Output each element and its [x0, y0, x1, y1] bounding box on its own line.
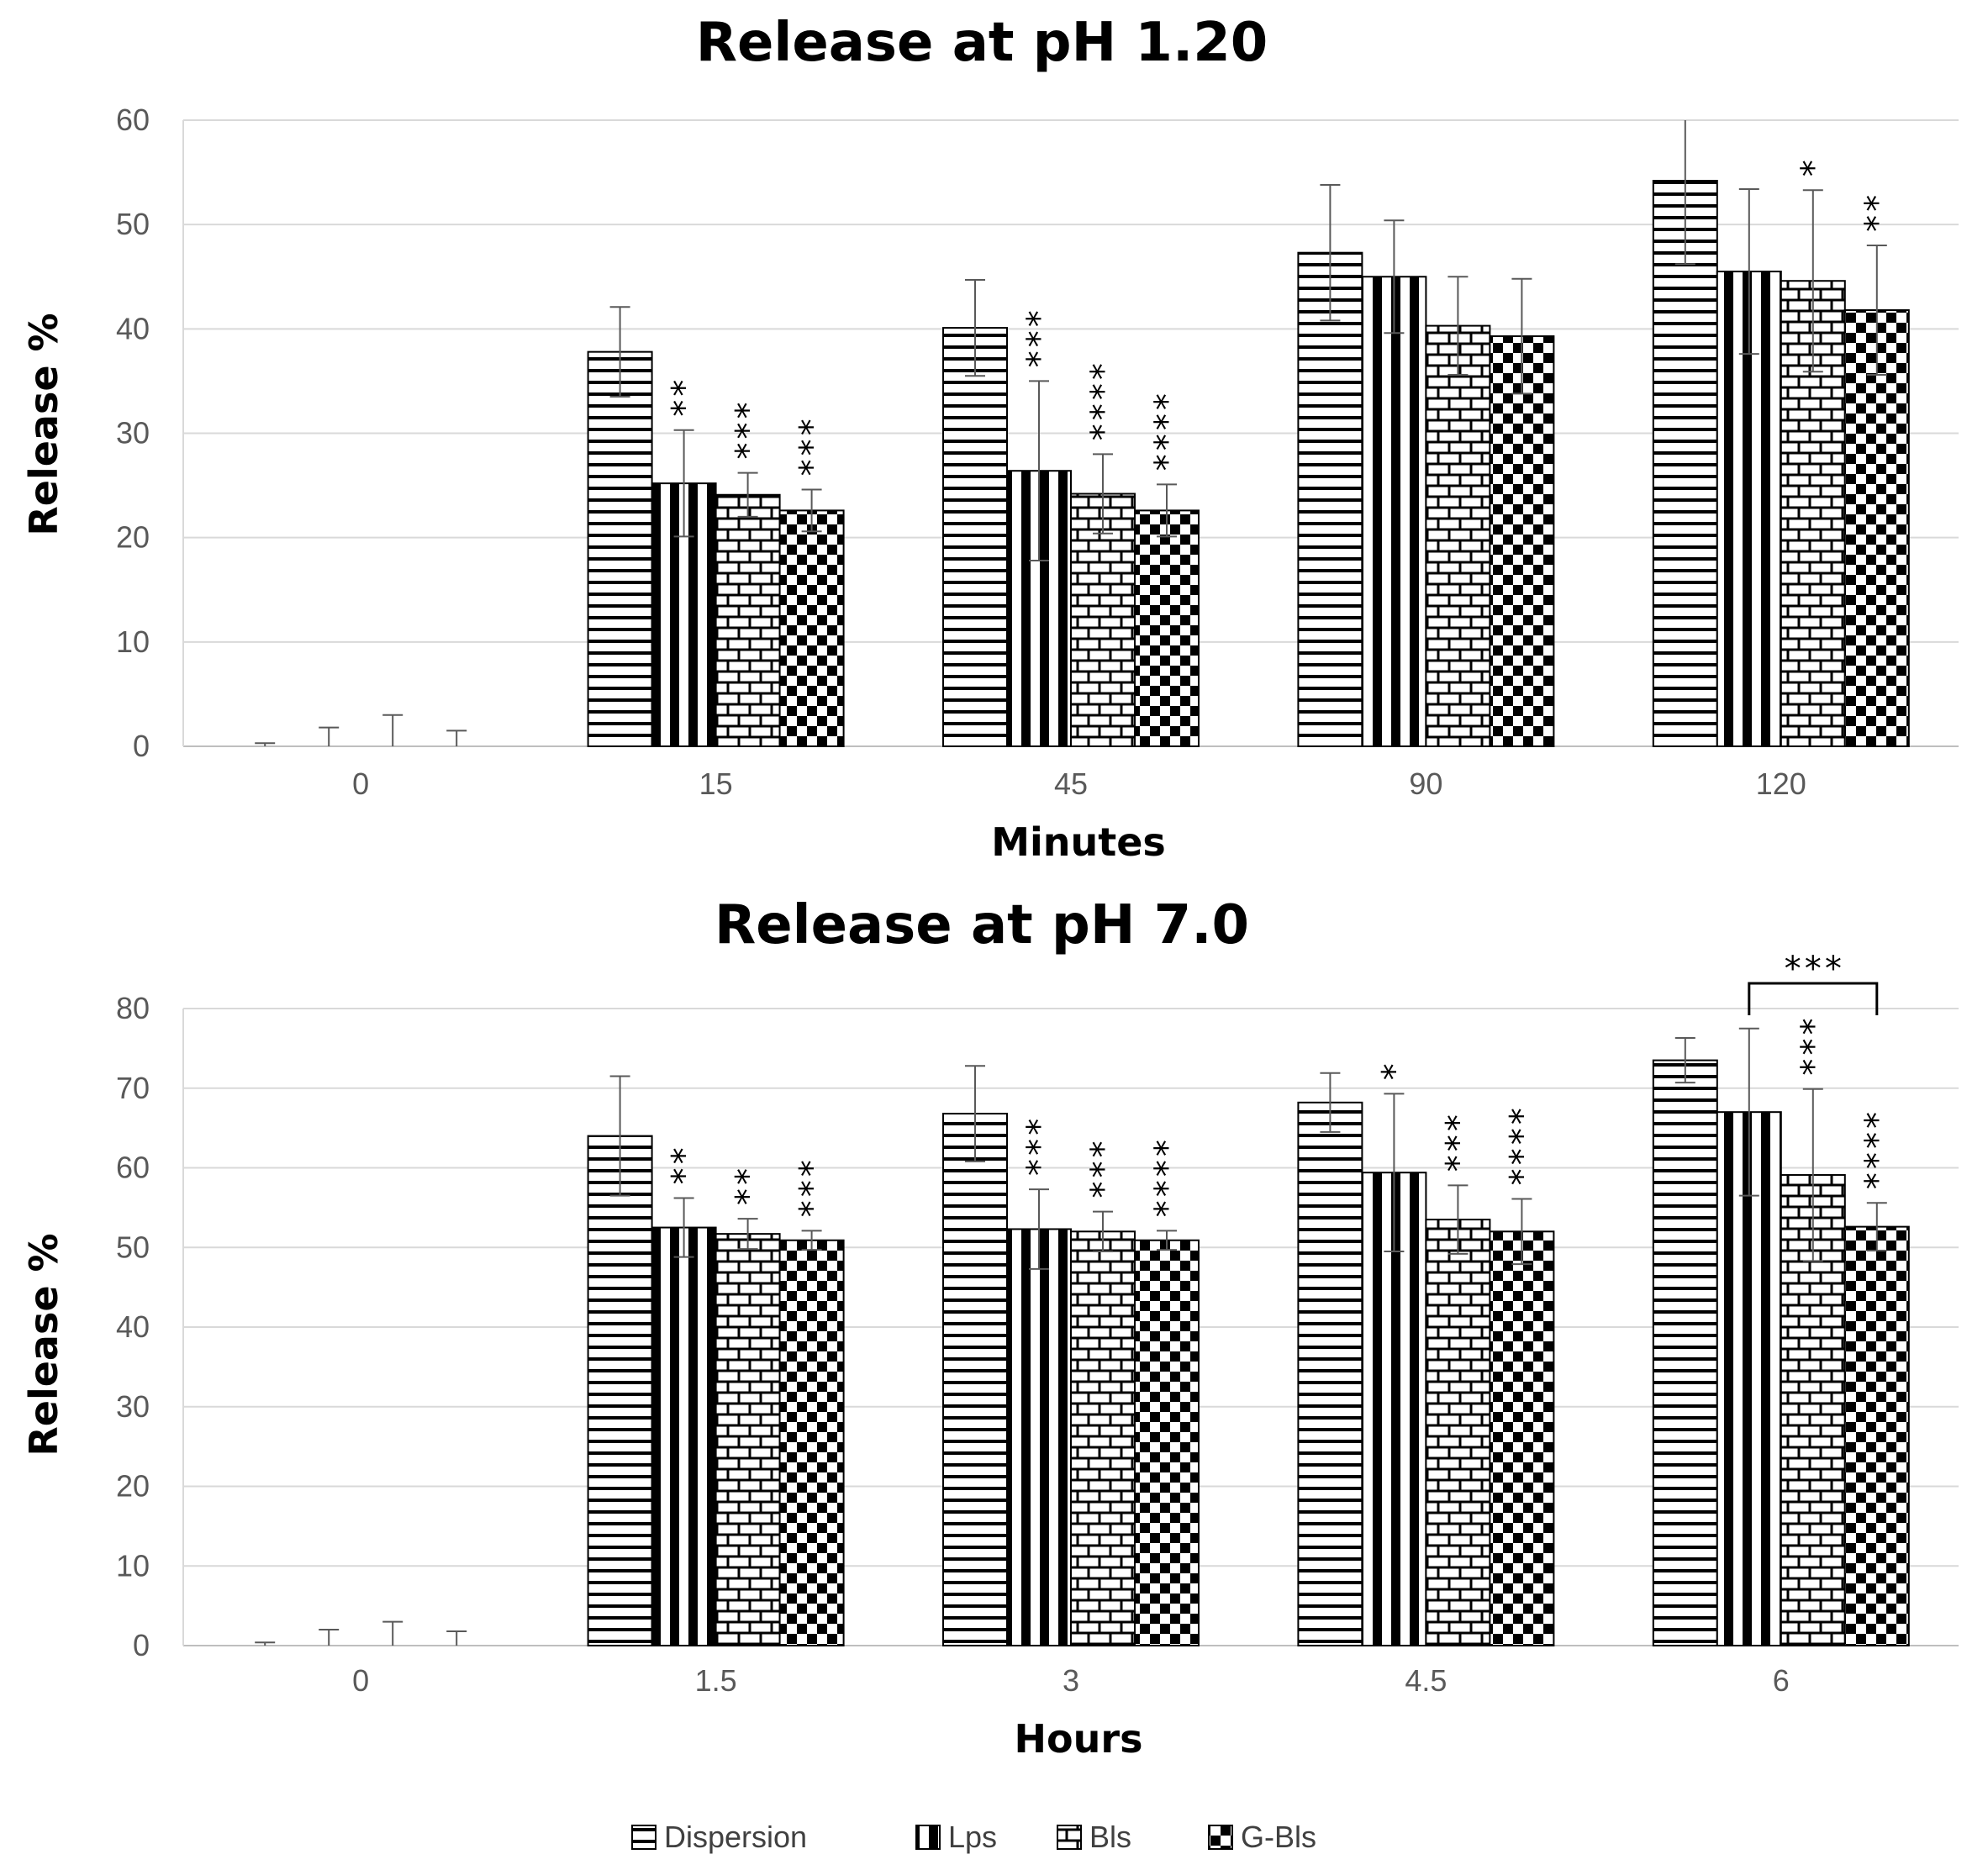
- chart-1-bar-g-bls: [1843, 308, 1910, 747]
- chart-2-x-tick-label: 0: [352, 1663, 369, 1698]
- chart-2-significance-g-bls: ***: [794, 1158, 832, 1219]
- chart-1-y-tick-label: 10: [116, 624, 150, 659]
- chart-2-significance-bls: ***: [1439, 1113, 1478, 1173]
- legend-item-dispersion[interactable]: Dispersion: [631, 1820, 807, 1854]
- chart-2-bar-g-bls: [1843, 1225, 1910, 1646]
- chart-1-y-tick-label: 0: [133, 729, 150, 763]
- chart-1-y-tick-label: 30: [116, 416, 150, 450]
- chart-2-y-tick-label: 20: [116, 1469, 150, 1504]
- chart-2-significance-g-bls: ****: [1148, 1138, 1187, 1219]
- chart-1-bar-g-bls: [1134, 509, 1200, 748]
- legend-label-g-bls: G-Bls: [1241, 1820, 1316, 1854]
- chart-1-y-tick-label: 50: [116, 207, 150, 241]
- chart-2-bar-bls: [1070, 1230, 1136, 1647]
- chart-1-x-axis-title: Minutes: [991, 819, 1166, 865]
- chart-1-significance-bls: ***: [730, 400, 768, 461]
- chart-2-significance-bls: **: [730, 1167, 768, 1207]
- legend-item-bls[interactable]: Bls: [1057, 1820, 1131, 1854]
- legend-item-g-bls[interactable]: G-Bls: [1208, 1820, 1316, 1854]
- chart-2-x-tick-label: 6: [1773, 1663, 1790, 1698]
- legend-swatch-bls: [1057, 1825, 1082, 1850]
- legend-label-lps: Lps: [948, 1820, 997, 1854]
- chart-2-significance-g-bls: ****: [1859, 1110, 1897, 1191]
- chart-1-bar-dispersion: [1652, 180, 1718, 747]
- chart-1-bar-g-bls: [778, 509, 845, 748]
- chart-1-y-axis-title: Release %: [21, 313, 66, 535]
- chart-2-bar-g-bls: [778, 1239, 845, 1647]
- chart-1-bar-bls: [715, 493, 781, 748]
- chart-2-bar-dispersion: [942, 1113, 1008, 1646]
- chart-1-bar-dispersion: [1297, 251, 1363, 748]
- chart-1-x-tick-label: 0: [352, 766, 369, 801]
- chart-2-x-tick-label: 3: [1063, 1663, 1079, 1698]
- chart-2-bar-dispersion: [1297, 1101, 1363, 1647]
- chart-2-y-tick-label: 0: [133, 1628, 150, 1662]
- chart-1-bar-dispersion: [942, 327, 1008, 747]
- legend-item-lps[interactable]: Lps: [915, 1820, 997, 1854]
- chart-1-x-tick-label: 45: [1054, 766, 1088, 801]
- chart-2-title: Release at pH 7.0: [715, 894, 1249, 956]
- chart-2-bar-lps: [1006, 1228, 1072, 1647]
- chart-2-y-tick-label: 10: [116, 1548, 150, 1583]
- chart-1-significance-bls: *: [1795, 158, 1833, 178]
- chart-2-significance-lps: *: [1375, 1061, 1414, 1082]
- chart-1-y-tick-label: 60: [116, 103, 150, 137]
- chart-1-significance-lps: **: [666, 378, 704, 419]
- chart-1-x-tick-label: 120: [1756, 766, 1806, 801]
- chart-1-significance-lps: ***: [1020, 308, 1059, 369]
- chart-1-significance-g-bls: **: [1859, 193, 1897, 234]
- chart-1-significance-g-bls: ****: [1148, 392, 1187, 472]
- chart-2-x-axis-title: Hours: [1015, 1716, 1143, 1762]
- legend-label-dispersion: Dispersion: [664, 1820, 807, 1854]
- chart-2-bar-lps: [1716, 1111, 1782, 1647]
- chart-2-x-tick-label: 4.5: [1405, 1663, 1447, 1698]
- chart-2-bar-g-bls: [1134, 1239, 1200, 1647]
- chart-2-y-tick-label: 60: [116, 1151, 150, 1185]
- chart-1-bar-bls: [1425, 324, 1491, 747]
- chart-2-bar-dispersion: [1652, 1059, 1718, 1646]
- chart-2-significance-lps: ***: [1020, 1117, 1059, 1177]
- chart-2-bar-bls: [715, 1233, 781, 1646]
- chart-1-title: Release at pH 1.20: [696, 12, 1268, 74]
- legend-label-bls: Bls: [1089, 1820, 1131, 1854]
- legend-swatch-g-bls: [1208, 1825, 1233, 1850]
- chart-2-y-tick-label: 30: [116, 1389, 150, 1424]
- chart-2-bracket-label: ***: [1783, 950, 1843, 988]
- chart-1-bar-g-bls: [1489, 335, 1555, 747]
- chart-2-bar-bls: [1425, 1219, 1491, 1647]
- chart-1-y-tick-label: 20: [116, 520, 150, 555]
- chart-1-bar-dispersion: [587, 350, 653, 747]
- chart-2-significance-bls: ***: [1084, 1139, 1123, 1199]
- chart-2-y-tick-label: 40: [116, 1309, 150, 1344]
- chart-1-significance-bls: ****: [1084, 361, 1123, 442]
- legend-swatch-lps: [915, 1825, 941, 1850]
- chart-2-significance-bls: ***: [1795, 1016, 1833, 1077]
- chart-1-x-tick-label: 15: [699, 766, 733, 801]
- chart-2-bar-dispersion: [587, 1135, 653, 1646]
- chart-2-significance-lps: **: [666, 1146, 704, 1186]
- chart-2-y-tick-label: 70: [116, 1071, 150, 1105]
- chart-2-significance-g-bls: ****: [1503, 1106, 1542, 1187]
- chart-2-y-tick-label: 50: [116, 1230, 150, 1264]
- legend-swatch-dispersion: [631, 1825, 657, 1850]
- chart-2-y-tick-label: 80: [116, 991, 150, 1025]
- chart-2-bar-g-bls: [1489, 1230, 1555, 1647]
- legend: Dispersion Lps Bls G-Bls: [631, 1820, 1316, 1854]
- chart-2-bar-lps: [651, 1226, 717, 1646]
- chart-1-bar-lps: [1361, 276, 1427, 747]
- chart-1-y-tick-label: 40: [116, 311, 150, 345]
- chart-2-significance-bracket: [1748, 982, 1879, 1015]
- chart-2-x-tick-label: 1.5: [695, 1663, 737, 1698]
- chart-1-bar-bls: [1070, 493, 1136, 747]
- chart-1-x-tick-label: 90: [1409, 766, 1442, 801]
- chart-ph-7-0: Release at pH 7.0 0 10 20 30 40 50 60 70 80 0 1.5 *…: [21, 894, 1959, 1762]
- chart-2-y-axis-title: Release %: [21, 1233, 66, 1456]
- chart-1-significance-g-bls: ***: [794, 417, 832, 477]
